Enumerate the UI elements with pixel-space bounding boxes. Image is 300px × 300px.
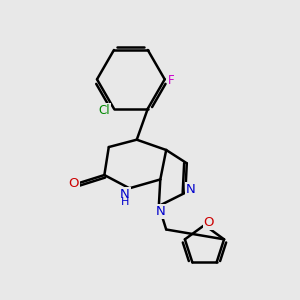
Text: O: O [68, 177, 79, 190]
Text: N: N [186, 183, 196, 196]
Text: H: H [122, 196, 130, 206]
Text: O: O [204, 216, 214, 229]
Text: N: N [155, 205, 165, 218]
Text: F: F [168, 74, 175, 87]
Text: Cl: Cl [99, 103, 110, 117]
Text: N: N [120, 188, 130, 201]
